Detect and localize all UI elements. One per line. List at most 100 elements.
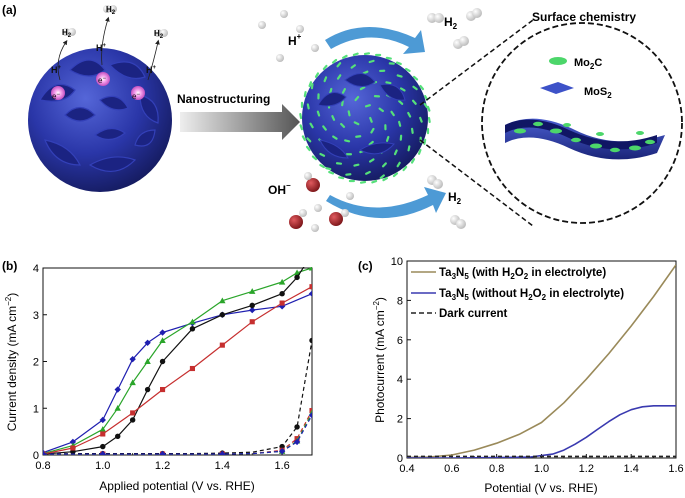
series-point-1 — [99, 426, 106, 432]
x-tick-label: 0.6 — [444, 463, 459, 475]
series-point-7 — [293, 438, 301, 446]
x-tick-label: 0.8 — [35, 460, 50, 472]
series-point-2 — [219, 312, 226, 318]
series-point-0 — [144, 339, 151, 346]
series-point-7 — [308, 412, 312, 419]
legend-item-with-h2o2: Ta3N5 (with H2O2 in electrolyte) — [411, 267, 606, 281]
legend-item-dark-current: Dark current — [411, 308, 508, 320]
h2-label-3: H2 — [154, 29, 168, 40]
series-line-7 — [43, 415, 312, 455]
x-tick-label: 1.2 — [579, 463, 594, 475]
y-tick-label: 0 — [33, 450, 39, 462]
series-line-5 — [43, 410, 312, 455]
series-line-1 — [407, 404, 676, 458]
chart-c-xlabel: Potential (V vs. RHE) — [484, 481, 597, 495]
y-tick-label: 0 — [397, 453, 403, 465]
series-point-1 — [308, 267, 312, 271]
series-point-1 — [278, 278, 286, 285]
svg-text:H+: H+ — [146, 65, 157, 75]
legend-item-without-h2o2: Ta3N5 (without H2O2 in electrolyte) — [411, 288, 624, 302]
y-tick-label: 2 — [33, 357, 39, 369]
panel-b: (b) 0.8 1.0 1.2 1.4 1.6 0 1 2 3 4 Applied potenti… — [2, 259, 313, 493]
series-point-7 — [99, 450, 106, 455]
x-tick-label: 1.2 — [155, 460, 170, 472]
svg-text:e−: e− — [98, 76, 106, 85]
h2-label-2: H2 — [103, 5, 117, 16]
svg-text:H+: H+ — [51, 65, 62, 75]
series-point-0 — [99, 416, 106, 424]
x-tick-label: 1.4 — [624, 463, 639, 475]
h2-top-right: H2 — [427, 8, 482, 49]
chart-c: 0.4 0.6 0.8 1.0 1.2 1.4 1.6 0 2 4 6 8 10 — [391, 256, 684, 475]
chart-c-ylabel: Photocurrent (mA cm−2) — [372, 297, 387, 423]
series-line-2 — [43, 267, 305, 455]
series-point-3 — [189, 365, 196, 372]
h2-bottom-right: H2 — [427, 175, 466, 229]
chart-c-legend: Ta3N5 (with H2O2 in electrolyte) Ta3N5 (… — [411, 267, 624, 320]
x-tick-label: 1.0 — [95, 460, 110, 472]
series-point-3 — [159, 386, 166, 393]
y-tick-label: 8 — [397, 295, 403, 307]
series-line-0 — [407, 264, 676, 458]
series-point-0 — [114, 386, 121, 393]
svg-text:Ta3N5 (without H2O2 in electro: Ta3N5 (without H2O2 in electrolyte) — [439, 288, 624, 302]
series-line-4 — [43, 340, 312, 455]
y-tick-label: 3 — [33, 310, 39, 322]
chart-b: 0.8 1.0 1.2 1.4 1.6 0 1 2 3 4 — [33, 263, 313, 472]
series-point-3 — [279, 300, 285, 306]
x-tick-label: 1.4 — [215, 460, 230, 472]
hplus-label: H+ — [288, 32, 302, 48]
svg-text:e−: e− — [132, 92, 140, 101]
legend-mo2c: Mo2C — [549, 57, 602, 71]
left-nanoflower — [28, 48, 172, 192]
svg-text:Mo2C: Mo2C — [574, 57, 602, 71]
series-point-2 — [279, 290, 285, 297]
series-point-1 — [293, 269, 301, 276]
series-point-3 — [130, 410, 136, 416]
ohminus-label: OH− — [268, 181, 291, 197]
svg-text:MoS2: MoS2 — [584, 86, 612, 100]
series-point-2 — [100, 443, 106, 450]
series-point-1 — [219, 297, 226, 304]
panel-a: (a) H2 — [2, 3, 683, 232]
oh-molecules: OH− — [268, 172, 354, 232]
y-tick-label: 2 — [397, 414, 403, 426]
series-point-1 — [114, 405, 121, 411]
series-point-1 — [249, 288, 256, 294]
legend-mos2: MoS2 — [540, 82, 612, 100]
series-line-0 — [43, 293, 312, 454]
nanostructuring-arrow: Nanostructuring — [177, 92, 300, 140]
svg-text:H+: H+ — [96, 43, 107, 53]
panel-a-label: (a) — [2, 3, 17, 17]
series-point-3 — [100, 431, 106, 437]
x-tick-label: 1.6 — [274, 460, 289, 472]
series-point-3 — [309, 284, 312, 290]
series-line-3 — [43, 286, 312, 455]
svg-text:Dark current: Dark current — [439, 308, 508, 320]
series-point-2 — [294, 274, 300, 281]
series-point-3 — [219, 342, 225, 348]
mos2-sheet — [505, 118, 665, 160]
y-tick-label: 4 — [397, 374, 403, 386]
panel-b-label: (b) — [2, 259, 17, 273]
x-tick-label: 0.4 — [399, 463, 414, 475]
nanostructuring-label: Nanostructuring — [177, 92, 270, 106]
series-point-7 — [159, 450, 166, 455]
series-point-7 — [43, 450, 47, 455]
chart-b-ylabel: Current density (mA cm−2) — [4, 293, 19, 432]
series-point-4 — [309, 337, 312, 344]
panel-c-label: (c) — [358, 259, 373, 273]
center-nanoflower — [299, 52, 431, 184]
series-point-2 — [159, 358, 166, 365]
center-atoms: H+ H2 H2 — [258, 8, 482, 232]
series-point-0 — [159, 329, 166, 336]
series-point-0 — [69, 438, 77, 446]
plot-frame — [42, 267, 313, 456]
svg-text:H2: H2 — [62, 28, 72, 39]
svg-text:H2: H2 — [444, 15, 458, 31]
series-point-3 — [70, 445, 76, 451]
svg-text:H2: H2 — [106, 5, 116, 16]
x-tick-label: 0.8 — [489, 463, 504, 475]
y-tick-label: 10 — [391, 256, 403, 268]
